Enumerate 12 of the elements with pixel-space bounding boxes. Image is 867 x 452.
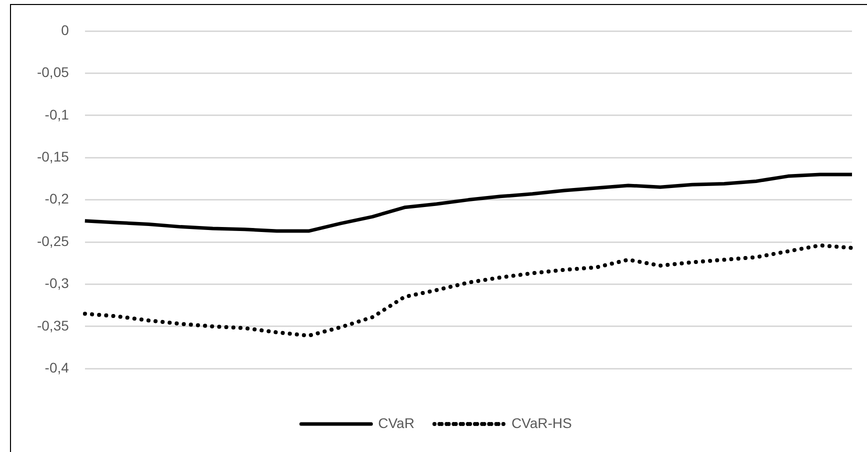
y-tick-label: -0,05: [36, 64, 70, 80]
y-tick-label: -0,2: [44, 190, 70, 207]
line-series: [82, 243, 854, 338]
y-tick-label: -0,1: [44, 106, 70, 122]
y-tick-label: -0,35: [36, 317, 70, 334]
y-tick-label: -0,3: [44, 275, 70, 292]
y-tick-label: 0: [61, 22, 70, 38]
y-tick-label: -0,15: [36, 148, 70, 164]
y-tick-label: -0,4: [44, 359, 70, 376]
y-tick-label: -0,25: [36, 232, 70, 249]
legend-label: CVaR-HS: [511, 414, 572, 431]
legend-label: CVaR: [378, 414, 414, 431]
